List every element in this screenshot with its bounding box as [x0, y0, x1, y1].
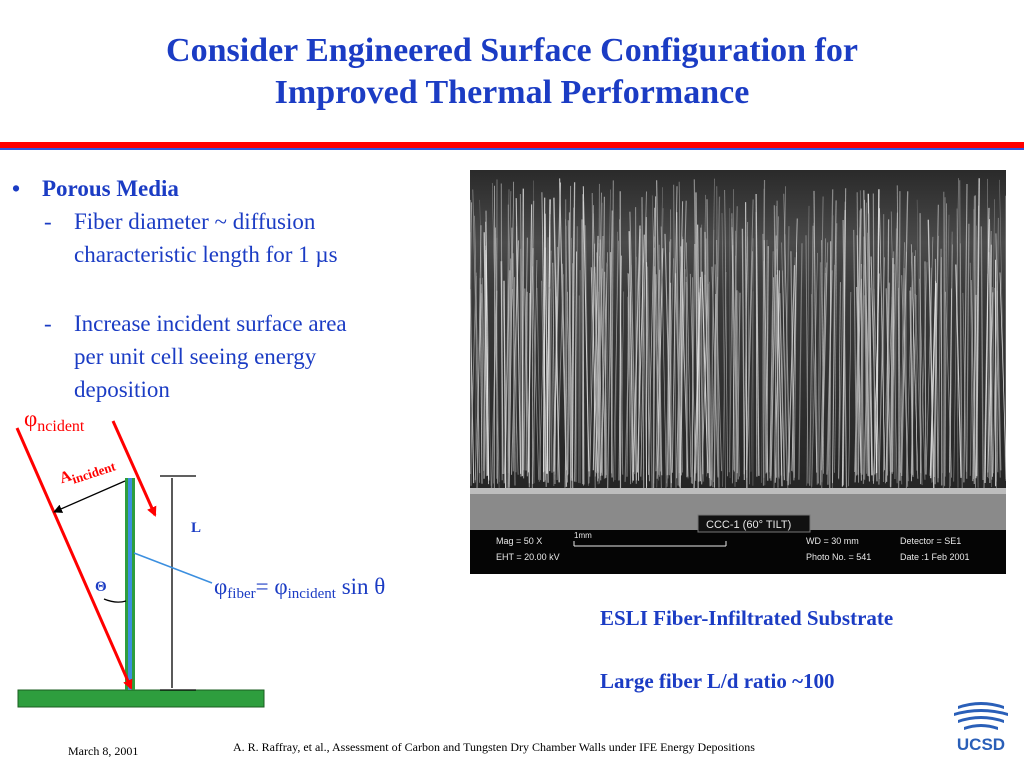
length-label: L — [191, 520, 202, 536]
dash-marker: - — [44, 209, 52, 234]
mag-readout: Mag = 50 X — [496, 536, 542, 546]
eq-sub-fiber: fiber — [227, 586, 256, 602]
angle-arc — [103, 598, 127, 603]
sub-bullet-1-line-2: characteristic length for 1 µs — [74, 242, 338, 267]
sub-bullet-2-line-3: deposition — [74, 377, 170, 402]
date-readout: Date :1 Feb 2001 — [900, 552, 970, 562]
fiber-texture — [470, 178, 1006, 491]
frame-tag: CCC-1 (60° TILT) — [706, 519, 791, 531]
a-incident-dimension — [53, 480, 126, 513]
base-plate — [17, 689, 265, 708]
title-divider — [0, 142, 1024, 148]
bullet-dot-icon: • — [12, 176, 21, 201]
bullet-heading: • Porous Media — [12, 172, 452, 205]
incident-ray-line — [15, 427, 133, 690]
incidence-diagram — [15, 420, 265, 708]
sem-micrograph: CCC-1 (60° TILT) Mag = 50 X EHT = 20.00 … — [470, 170, 1006, 574]
bullet-list: • Porous Media - Fiber diameter ~ diffusi… — [12, 172, 452, 406]
sub-bullet-2-line-1: Increase incident surface area — [74, 311, 347, 336]
incident-flux-arrow — [111, 420, 157, 517]
photo-readout: Photo No. = 541 — [806, 552, 871, 562]
sub-bullet-1: - Fiber diameter ~ diffusion characteris… — [12, 205, 452, 271]
sub-bullet-2-line-2: per unit cell seeing energy — [74, 344, 317, 369]
bullet-head-text: Porous Media — [42, 176, 179, 201]
eq-sub-incident: incident — [287, 586, 336, 602]
flux-equation: φfiber= φincident sin θ — [214, 574, 385, 603]
phi-incident-subscript: ncident — [37, 418, 85, 435]
frame-tag-box — [697, 514, 811, 533]
angle-label: Θ — [95, 579, 107, 595]
fiber-core — [128, 478, 132, 690]
info-bar — [470, 530, 1006, 574]
title-divider-underline — [0, 148, 1024, 150]
dash-marker: - — [44, 311, 52, 336]
caption-substrate: ESLI Fiber-Infiltrated Substrate — [600, 606, 894, 630]
phi-symbol: φ — [24, 406, 38, 431]
footer-citation: A. R. Raffray, et al., Assessment of Car… — [233, 740, 755, 754]
eq-equals-phi: = φ — [255, 574, 288, 599]
substrate-shadow — [470, 488, 1006, 494]
detector-readout: Detector = SE1 — [900, 536, 961, 546]
eq-phi: φ — [214, 574, 228, 599]
footer-date: March 8, 2001 — [68, 744, 139, 758]
sub-bullet-1-line-1: Fiber diameter ~ diffusion — [74, 209, 316, 234]
ucsd-logo: UCSD — [954, 702, 1008, 754]
ucsd-wave-icon — [954, 702, 1008, 730]
caption-ratio: Large fiber L/d ratio ~100 — [600, 669, 835, 693]
slide-title: Consider Engineered Surface Configuratio… — [0, 30, 1024, 114]
phi-incident-label: φncident — [24, 406, 84, 436]
ucsd-logo-text: UCSD — [957, 735, 1005, 754]
title-line-1: Consider Engineered Surface Configuratio… — [166, 32, 858, 69]
wd-readout: WD = 30 mm — [806, 536, 859, 546]
eq-sin-theta: sin θ — [335, 574, 386, 599]
title-line-2: Improved Thermal Performance — [274, 74, 750, 111]
scale-label: 1mm — [574, 531, 592, 540]
eht-readout: EHT = 20.00 kV — [496, 552, 560, 562]
sub-bullet-2: - Increase incident surface area per uni… — [12, 307, 452, 406]
equation-leader — [133, 552, 213, 584]
